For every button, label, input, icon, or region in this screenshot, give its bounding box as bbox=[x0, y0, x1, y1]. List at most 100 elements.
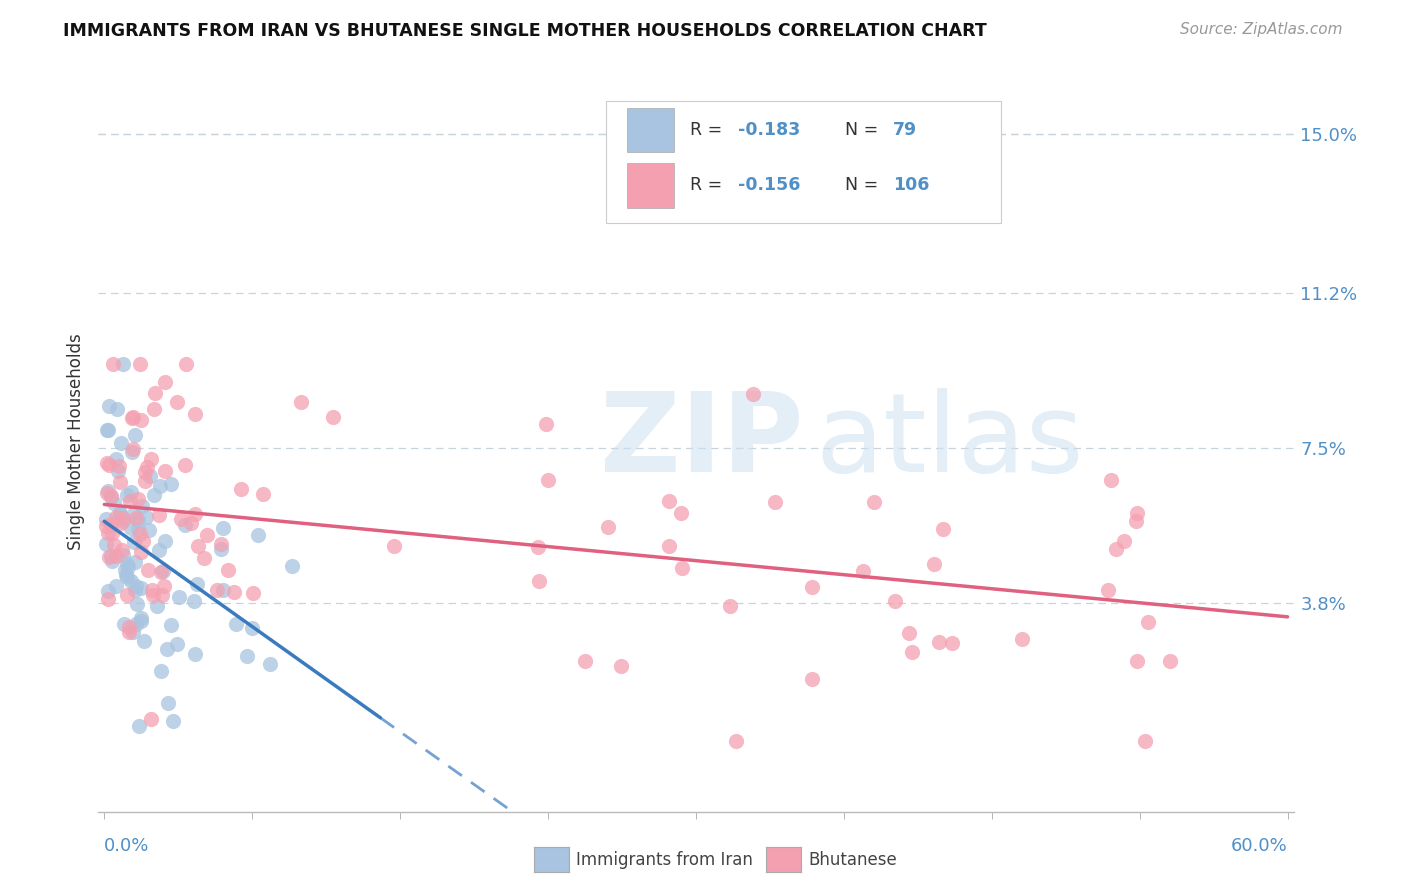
Point bbox=[103, 496, 125, 510]
Point bbox=[142, 488, 165, 502]
Point bbox=[211, 521, 233, 535]
Point bbox=[127, 597, 149, 611]
Point bbox=[610, 659, 633, 673]
Point bbox=[117, 488, 139, 502]
Point bbox=[124, 555, 146, 569]
Point bbox=[1099, 473, 1122, 487]
Point bbox=[111, 548, 134, 562]
Point bbox=[129, 544, 152, 558]
Text: IMMIGRANTS FROM IRAN VS BHUTANESE SINGLE MOTHER HOUSEHOLDS CORRELATION CHART: IMMIGRANTS FROM IRAN VS BHUTANESE SINGLE… bbox=[63, 22, 987, 40]
Point bbox=[105, 401, 128, 416]
Point bbox=[129, 413, 152, 427]
Point bbox=[139, 451, 162, 466]
Point bbox=[122, 409, 145, 424]
Point bbox=[115, 569, 138, 583]
Point bbox=[110, 435, 132, 450]
Point bbox=[104, 549, 127, 564]
Point bbox=[290, 395, 312, 409]
Point bbox=[111, 511, 134, 525]
Point bbox=[129, 611, 152, 625]
Point bbox=[112, 617, 135, 632]
Text: -0.156: -0.156 bbox=[738, 177, 800, 194]
Text: -0.183: -0.183 bbox=[738, 121, 800, 139]
Point bbox=[1136, 615, 1159, 629]
Point bbox=[1126, 655, 1149, 669]
FancyBboxPatch shape bbox=[627, 163, 675, 208]
Point bbox=[1133, 733, 1156, 747]
Point bbox=[100, 554, 122, 568]
Point bbox=[231, 482, 253, 496]
Point bbox=[187, 539, 209, 553]
Text: 106: 106 bbox=[893, 177, 929, 194]
Text: R =: R = bbox=[690, 121, 728, 139]
Point bbox=[209, 541, 232, 556]
Point bbox=[96, 537, 118, 551]
Point bbox=[763, 494, 786, 508]
Point bbox=[122, 507, 145, 521]
Point bbox=[1097, 582, 1119, 597]
FancyBboxPatch shape bbox=[606, 101, 1001, 223]
Point bbox=[1011, 632, 1033, 647]
Point bbox=[156, 642, 179, 657]
Point bbox=[121, 410, 143, 425]
Text: 79: 79 bbox=[893, 121, 917, 139]
Point bbox=[129, 527, 152, 541]
Point bbox=[149, 478, 172, 492]
Text: 0.0%: 0.0% bbox=[104, 837, 149, 855]
FancyBboxPatch shape bbox=[627, 108, 675, 153]
Point bbox=[127, 513, 149, 527]
Point bbox=[96, 485, 118, 500]
Point bbox=[107, 464, 129, 478]
Point bbox=[240, 621, 263, 635]
Point bbox=[801, 672, 824, 686]
Point bbox=[96, 519, 118, 533]
Text: Immigrants from Iran: Immigrants from Iran bbox=[576, 851, 754, 869]
Point bbox=[111, 357, 134, 371]
Point bbox=[658, 539, 681, 553]
Point bbox=[142, 401, 165, 416]
Point bbox=[166, 636, 188, 650]
Point bbox=[111, 543, 134, 558]
Point bbox=[114, 563, 136, 577]
Point bbox=[242, 586, 264, 600]
Text: 60.0%: 60.0% bbox=[1230, 837, 1288, 855]
Point bbox=[195, 528, 218, 542]
Point bbox=[120, 521, 142, 535]
Point bbox=[124, 428, 146, 442]
Point bbox=[928, 635, 950, 649]
Text: Bhutanese: Bhutanese bbox=[808, 851, 897, 869]
Point bbox=[132, 634, 155, 648]
Point bbox=[132, 534, 155, 549]
Point bbox=[115, 589, 138, 603]
Point bbox=[100, 549, 122, 563]
Point bbox=[259, 657, 281, 672]
Point bbox=[1125, 514, 1147, 528]
Point bbox=[128, 357, 150, 371]
Point bbox=[139, 712, 162, 726]
Point bbox=[162, 714, 184, 728]
Point bbox=[103, 538, 125, 552]
Point bbox=[922, 557, 945, 571]
Point bbox=[100, 516, 122, 531]
Point bbox=[118, 620, 141, 634]
Text: atlas: atlas bbox=[815, 388, 1084, 495]
Point bbox=[862, 495, 884, 509]
Point bbox=[1159, 653, 1181, 667]
Point bbox=[183, 593, 205, 607]
Point bbox=[115, 558, 138, 572]
Y-axis label: Single Mother Households: Single Mother Households bbox=[67, 334, 86, 549]
Point bbox=[155, 464, 177, 478]
Point bbox=[117, 559, 139, 574]
Point bbox=[136, 459, 159, 474]
Point bbox=[852, 564, 875, 578]
Point bbox=[98, 399, 121, 413]
Point bbox=[184, 647, 207, 661]
Point bbox=[173, 458, 195, 473]
Point bbox=[150, 589, 173, 603]
Point bbox=[125, 579, 148, 593]
Point bbox=[529, 574, 551, 588]
Text: N =: N = bbox=[845, 121, 884, 139]
Point bbox=[167, 591, 190, 605]
Point bbox=[100, 489, 122, 503]
Point bbox=[127, 491, 149, 506]
